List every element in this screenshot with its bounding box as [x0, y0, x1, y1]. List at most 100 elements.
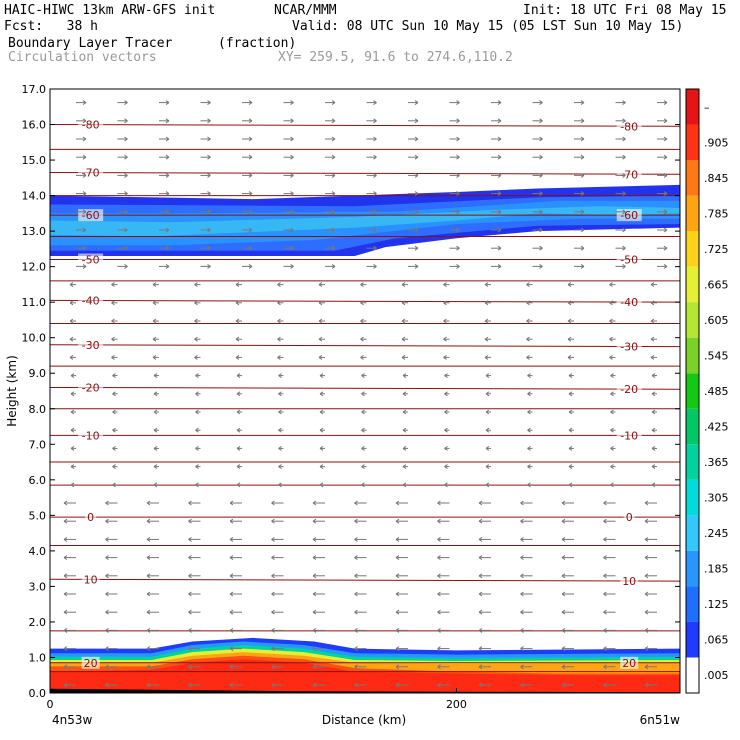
vector-arrow-head	[414, 172, 419, 178]
vector-arrow-head	[105, 536, 109, 542]
vector-arrow-head	[520, 536, 524, 542]
vector-arrow-head	[568, 391, 573, 397]
vector-arrow-head	[124, 245, 128, 251]
vector-arrow-head	[235, 282, 240, 288]
vector-arrow-head	[207, 118, 211, 124]
vector-arrow-head	[271, 591, 275, 597]
vector-arrow-head	[603, 682, 607, 688]
isotherm-label: 10	[84, 573, 98, 586]
vector-arrow-head	[644, 664, 649, 670]
vector-arrow-head	[650, 336, 655, 342]
vector-arrow-head	[112, 482, 116, 488]
vector-arrow-head	[188, 609, 192, 615]
vector-arrow-head	[229, 646, 234, 652]
vector-arrow-head	[236, 373, 241, 379]
vector-arrow-head	[444, 445, 448, 451]
vector-arrow-head	[609, 300, 613, 306]
isotherm-label-bg	[78, 381, 104, 394]
vector-arrow-head	[603, 573, 607, 579]
vector-arrow-head	[229, 591, 234, 597]
vector-arrow-head	[622, 118, 626, 124]
vector-arrow-head	[63, 591, 68, 597]
vector-arrow-head	[651, 409, 656, 415]
vector-arrow-head	[207, 209, 211, 215]
vector-arrow-head	[290, 263, 294, 269]
vector-arrow-head	[361, 464, 365, 470]
vector-arrow-head	[146, 536, 151, 542]
vector-arrow-head	[603, 591, 607, 597]
vector-arrow-head	[331, 191, 336, 197]
vector-arrow-head	[478, 555, 483, 561]
vector-arrow-head	[236, 427, 241, 433]
vector-arrow-head	[444, 409, 448, 415]
vector-arrow-head	[456, 136, 460, 142]
vector-arrow-head	[354, 591, 358, 597]
vector-arrow-head	[485, 391, 490, 397]
vector-arrow-head	[194, 282, 198, 288]
vector-arrow-head	[478, 682, 483, 688]
isotherm-label-bg	[616, 120, 642, 133]
vector-arrow-head	[644, 682, 649, 688]
y-axis-label: Height (km)	[5, 355, 19, 426]
vector-arrow-head	[63, 609, 68, 615]
vector-arrow-head	[395, 664, 400, 670]
vector-arrow-head	[105, 591, 109, 597]
vector-arrow-head	[82, 154, 87, 160]
vector-arrow-head	[580, 136, 585, 142]
isotherm-label: -40	[82, 294, 100, 307]
colorbar-swatch	[686, 657, 699, 693]
vector-arrow-head	[484, 354, 489, 360]
y-tick-label: 2.0	[29, 616, 47, 629]
vector-arrow-head	[188, 682, 192, 688]
vector-arrow-head	[188, 518, 192, 524]
vector-arrow-head	[580, 154, 585, 160]
vector-arrow-head	[354, 536, 358, 542]
vector-arrow-head	[63, 646, 68, 652]
vector-arrow-head	[360, 282, 364, 288]
vector-arrow-head	[165, 245, 170, 251]
vector-arrow-head	[271, 609, 275, 615]
vector-arrow-head	[567, 300, 572, 306]
vector-arrow-head	[610, 482, 614, 488]
vector-arrow-head	[354, 518, 358, 524]
vector-arrow-head	[401, 282, 406, 288]
vector-arrow-head	[312, 664, 317, 670]
vector-arrow-head	[207, 191, 211, 197]
vector-arrow-head	[527, 391, 531, 397]
vector-arrow-head	[456, 172, 460, 178]
colorbar-label: .365	[704, 456, 729, 469]
vector-arrow-head	[561, 536, 566, 542]
colorbar-frame	[685, 88, 700, 694]
vector-arrow-head	[456, 191, 460, 197]
vector-arrow-head	[331, 227, 336, 233]
vector-arrow-head	[485, 464, 490, 470]
vector-arrow-head	[580, 227, 585, 233]
vector-arrow-head	[444, 391, 448, 397]
vector-arrow-head	[248, 245, 253, 251]
plot-frame	[49, 88, 681, 694]
vector-arrow-head	[527, 409, 531, 415]
vector-arrow-head	[644, 518, 649, 524]
vector-arrow-head	[153, 391, 158, 397]
forecast-hour: Fcst: 38 h	[4, 19, 98, 34]
isotherm-label: -10	[82, 429, 100, 442]
vector-arrow-head	[580, 118, 585, 124]
vector-arrow-head	[444, 464, 448, 470]
vector-arrow-head	[271, 682, 275, 688]
vector-arrow-head	[520, 646, 524, 652]
vector-arrow-head	[248, 118, 253, 124]
vector-arrow-head	[651, 482, 656, 488]
vector-arrow-head	[437, 646, 441, 652]
vector-arrow-head	[63, 573, 68, 579]
vector-arrow-head	[622, 263, 626, 269]
vector-arrow-head	[278, 409, 282, 415]
vector-arrow-head	[497, 100, 502, 106]
isotherm-label-bg	[620, 656, 639, 669]
vector-arrow-head	[456, 209, 460, 215]
isotherm-line	[49, 344, 681, 348]
vector-arrow-head	[361, 373, 365, 379]
vector-arrow-head	[610, 373, 614, 379]
vector-arrow-head	[485, 409, 490, 415]
vector-arrow-head	[414, 100, 419, 106]
vector-arrow-head	[229, 536, 234, 542]
